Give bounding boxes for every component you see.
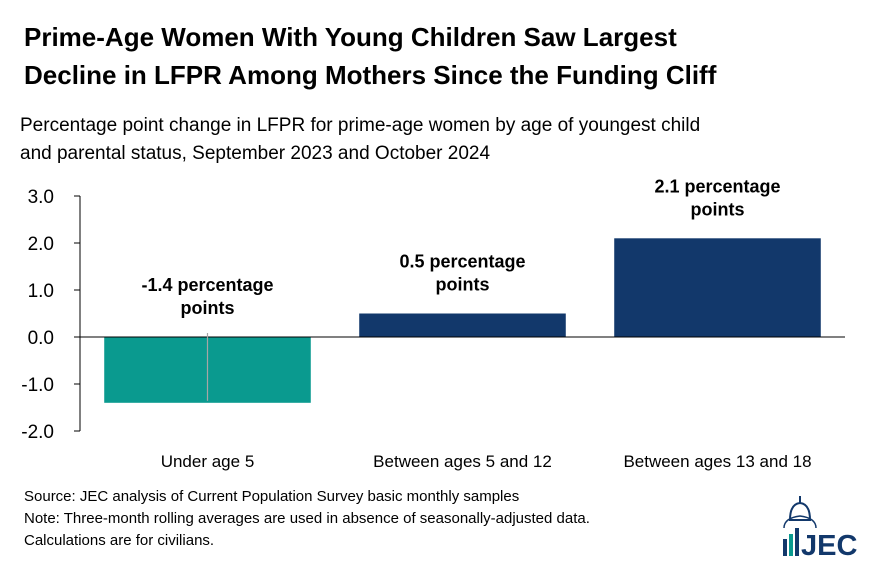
chart-subtitle-line-1: Percentage point change in LFPR for prim… — [20, 115, 701, 136]
chart-title: Prime-Age Women With Young Children Saw … — [24, 18, 864, 94]
methodology-note: Note: Three-month rolling averages are u… — [24, 510, 590, 527]
civilian-note: Calculations are for civilians. — [24, 532, 215, 549]
y-tick-label: 3.0 — [28, 187, 54, 208]
y-tick-label: 1.0 — [28, 281, 54, 302]
y-tick-label: -2.0 — [21, 422, 54, 443]
bar — [614, 238, 821, 337]
data-label: points — [691, 199, 745, 219]
jec-logo: JEC — [783, 496, 857, 558]
data-label: 0.5 percentage — [399, 252, 525, 272]
data-label: points — [181, 298, 235, 318]
chart-title-line-1: Prime-Age Women With Young Children Saw … — [24, 22, 677, 52]
data-label: 2.1 percentage — [654, 176, 780, 196]
source-note: Source: JEC analysis of Current Populati… — [24, 488, 520, 505]
chart-title-line-2: Decline in LFPR Among Mothers Since the … — [24, 60, 717, 90]
y-tick-label: 0.0 — [28, 328, 54, 349]
chart-subtitle: Percentage point change in LFPR for prim… — [20, 112, 865, 168]
logo-text: JEC — [801, 530, 857, 558]
bar — [359, 313, 566, 337]
capitol-dome-icon — [783, 496, 817, 556]
data-label: points — [436, 275, 490, 295]
chart-subtitle-line-2: and parental status, September 2023 and … — [20, 143, 491, 164]
data-label: -1.4 percentage — [141, 275, 273, 295]
y-tick-label: 2.0 — [28, 234, 54, 255]
x-tick-label: Between ages 5 and 12 — [373, 452, 552, 471]
y-tick-label: -1.0 — [21, 375, 54, 396]
x-tick-label: Under age 5 — [161, 452, 255, 471]
chart-footer: Source: JEC analysis of Current Populati… — [24, 486, 764, 552]
x-tick-label: Between ages 13 and 18 — [623, 452, 811, 471]
